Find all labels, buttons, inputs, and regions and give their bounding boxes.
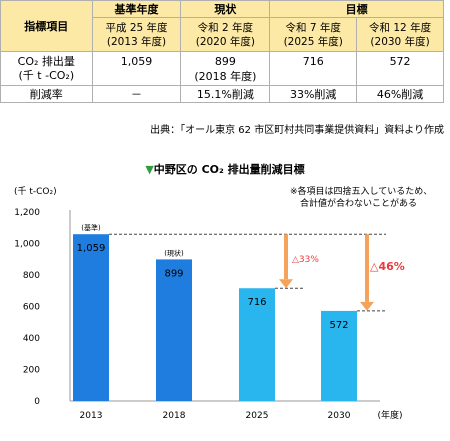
y-tick-label: 1,200 bbox=[14, 208, 40, 218]
bar-2025 bbox=[239, 288, 275, 401]
row-co2-2030: 572 bbox=[356, 51, 444, 86]
rounding-note: ※各項目は四捨五入しているため、 合計値が合わないことがある bbox=[290, 187, 433, 209]
y-tick-label: 400 bbox=[23, 334, 40, 344]
data-label: 899 bbox=[164, 268, 183, 279]
x-tick-label: 2030 bbox=[328, 411, 351, 421]
row-reduction-2030: 46%削減 bbox=[356, 85, 444, 103]
bar-2013 bbox=[73, 234, 109, 401]
data-label: 716 bbox=[247, 297, 266, 308]
header-item: 指標項目 bbox=[0, 0, 93, 52]
bar-2018 bbox=[156, 259, 192, 401]
reduction-arrow-shaft bbox=[365, 234, 369, 302]
x-tick-label: 2025 bbox=[246, 411, 269, 421]
row-reduction-current: 15.1%削減 bbox=[180, 85, 271, 103]
source-note: 出典：「オール東京 62 市区町村共同事業提供資料」資料より作成 bbox=[150, 125, 444, 136]
row-co2-current: 899 (2018 年度) bbox=[180, 51, 271, 86]
reduction-arrow-head-icon bbox=[279, 279, 293, 289]
row-reduction-2025: 33%削減 bbox=[269, 85, 358, 103]
reduction-arrow-shaft bbox=[284, 234, 288, 280]
chart-title-text: 中野区の CO₂ 排出量削減目標 bbox=[153, 163, 305, 176]
y-tick-label: 200 bbox=[23, 366, 40, 376]
row-co2-2025: 716 bbox=[269, 51, 358, 86]
y-axis-unit: (千 t-CO₂) bbox=[14, 187, 57, 197]
header-current: 現状 bbox=[180, 0, 271, 18]
bar-tag-label: (現状) bbox=[164, 248, 184, 257]
target-year-2025: 令和 7 年度 (2025 年度) bbox=[269, 17, 358, 52]
data-label: 572 bbox=[329, 320, 348, 331]
data-label: 1,059 bbox=[77, 243, 106, 254]
x-axis-unit: (年度) bbox=[377, 409, 402, 421]
x-tick-label: 2018 bbox=[163, 411, 186, 421]
x-tick-label: 2013 bbox=[80, 411, 103, 421]
bar-2030 bbox=[321, 310, 357, 401]
row-co2-base: 1,059 bbox=[91, 51, 182, 86]
y-tick-label: 1,000 bbox=[14, 240, 40, 250]
base-year: 平成 25 年度 (2013 年度) bbox=[91, 17, 182, 52]
triangle-marker-icon: ▼ bbox=[145, 163, 154, 176]
reduction-label: △46% bbox=[370, 260, 405, 273]
target-year-2030: 令和 12 年度 (2030 年度) bbox=[356, 17, 444, 52]
chart-title: ▼中野区の CO₂ 排出量削減目標 bbox=[0, 161, 450, 177]
row-co2-label: CO₂ 排出量 (千 t -CO₂) bbox=[0, 51, 93, 86]
y-tick-label: 600 bbox=[23, 303, 40, 313]
reduction-arrow-head-icon bbox=[360, 301, 374, 311]
current-year: 令和 2 年度 (2020 年度) bbox=[180, 17, 271, 52]
bar-tag-label: (基準) bbox=[81, 223, 101, 232]
y-tick-label: 0 bbox=[34, 397, 40, 407]
reduction-label: △33% bbox=[292, 255, 319, 265]
y-tick-label: 800 bbox=[23, 271, 40, 281]
indicator-table: 指標項目 基準年度 現状 目標 平成 25 年度 (2013 年度) 令和 2 年… bbox=[0, 0, 444, 103]
